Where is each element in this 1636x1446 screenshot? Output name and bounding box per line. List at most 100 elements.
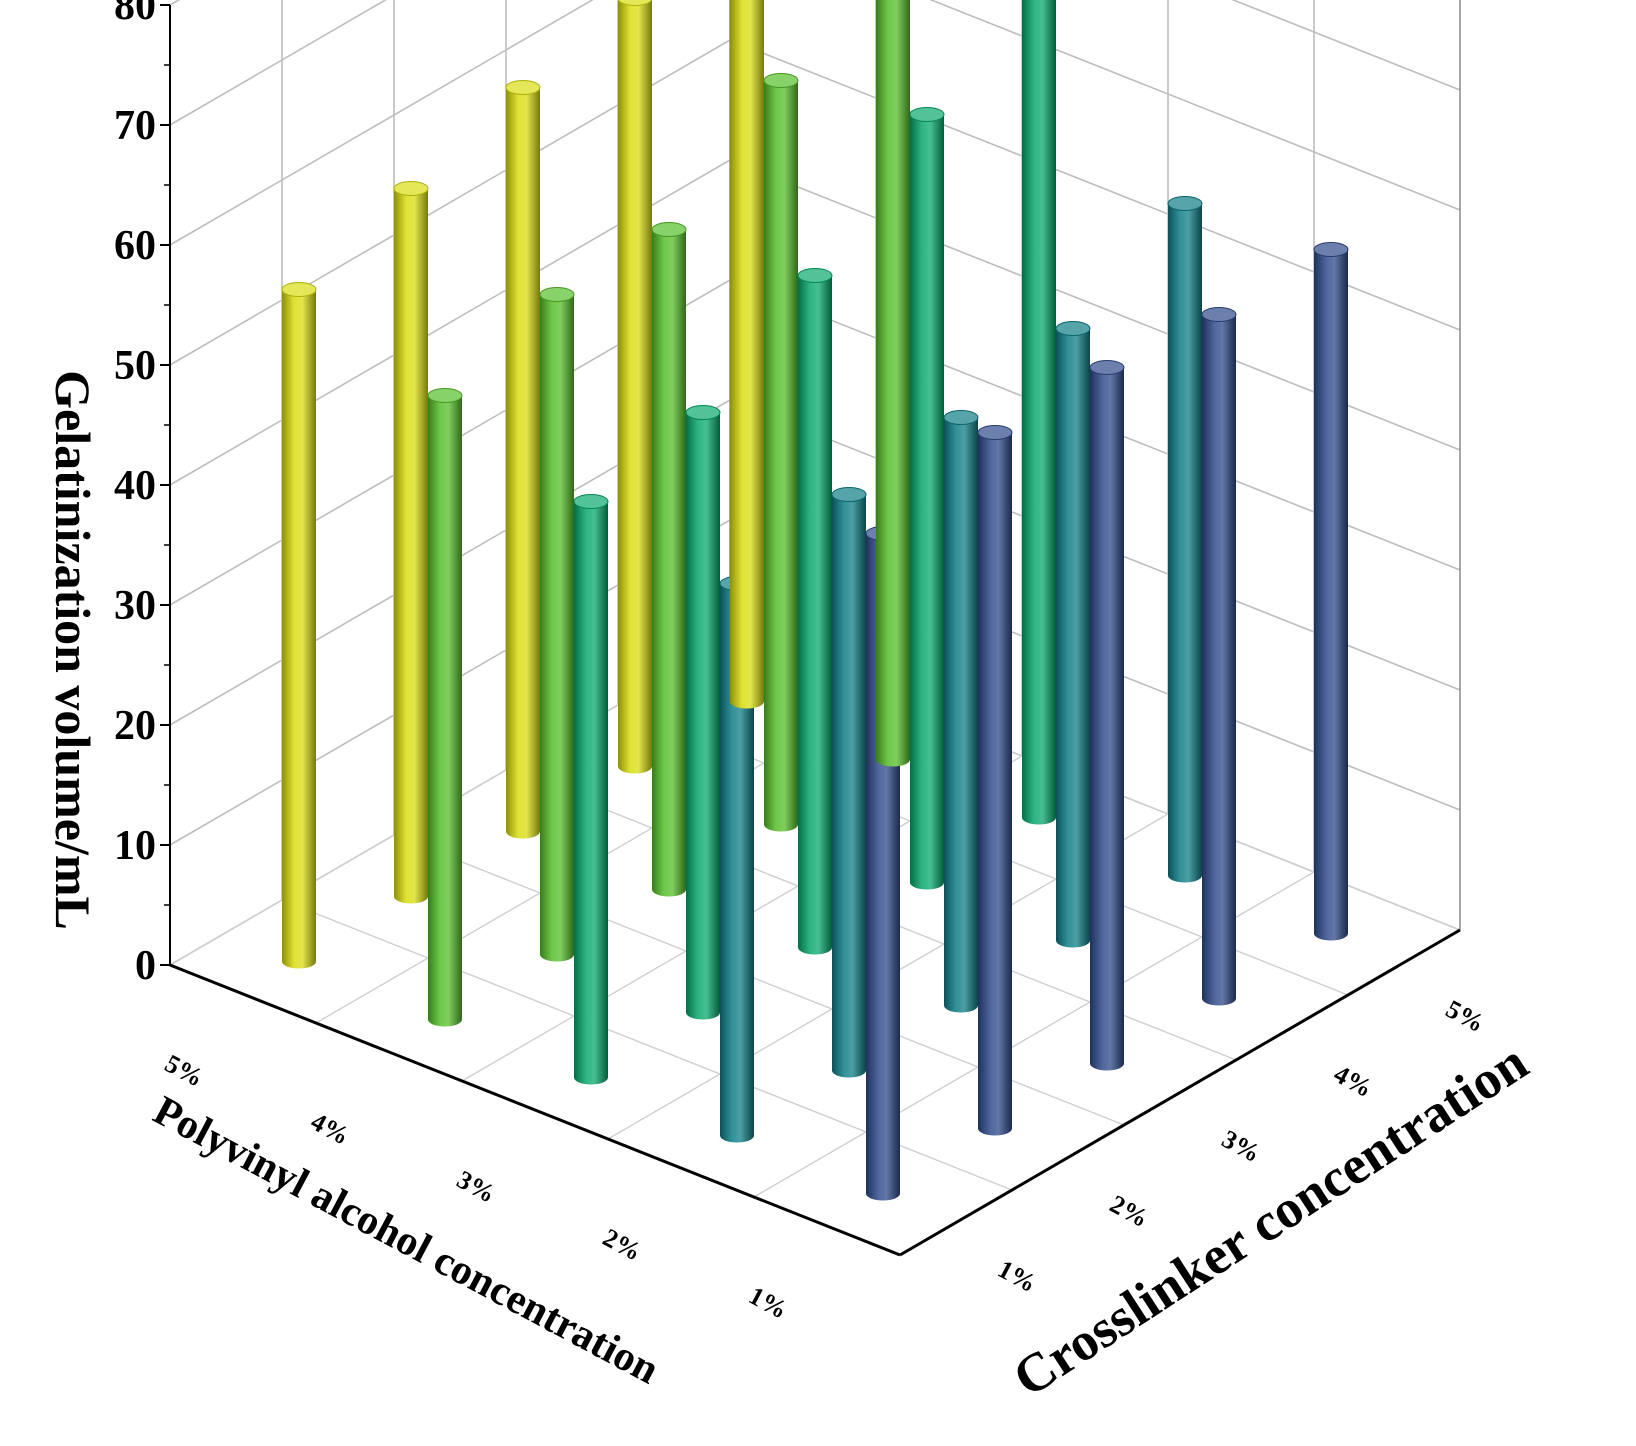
bar-body bbox=[394, 188, 428, 904]
grid-line bbox=[929, 0, 1461, 211]
bar-body bbox=[764, 80, 798, 832]
bar-top bbox=[763, 73, 799, 88]
x-category-label: 4% bbox=[306, 1107, 354, 1151]
bar bbox=[281, 282, 317, 969]
z-tick-label: 40 bbox=[114, 463, 156, 509]
z-axis-title: Gelatinization volume/mL bbox=[45, 370, 101, 930]
bar-body bbox=[618, 0, 652, 774]
bar-body bbox=[506, 87, 540, 839]
bar bbox=[831, 487, 867, 1078]
bar bbox=[730, 0, 764, 709]
bar-body bbox=[1168, 203, 1202, 883]
bar-body bbox=[428, 395, 462, 1027]
bar bbox=[685, 405, 721, 1020]
bar bbox=[1022, 0, 1056, 825]
bar-body bbox=[574, 501, 608, 1085]
bar-body bbox=[1056, 328, 1090, 948]
z-tick-label: 70 bbox=[114, 103, 156, 149]
grid-line bbox=[729, 39, 1461, 331]
bar-body bbox=[798, 275, 832, 955]
y-category-label: 5% bbox=[1441, 994, 1489, 1038]
bar-top bbox=[1313, 242, 1349, 257]
y-category-label: 1% bbox=[993, 1254, 1041, 1298]
bar bbox=[573, 494, 609, 1085]
grid-line bbox=[281, 899, 1013, 1191]
bar-top bbox=[831, 487, 867, 502]
bar bbox=[909, 107, 945, 890]
bar bbox=[1201, 307, 1237, 1006]
y-category-label: 4% bbox=[1329, 1059, 1377, 1103]
y-category-label: 2% bbox=[1105, 1189, 1153, 1233]
bar-top bbox=[797, 268, 833, 283]
z-tick-label: 50 bbox=[114, 343, 156, 389]
bar-body bbox=[282, 289, 316, 969]
axis-line bbox=[169, 963, 901, 1257]
bar-top bbox=[573, 494, 609, 509]
bar-body bbox=[1202, 314, 1236, 1006]
bar-top bbox=[539, 287, 575, 302]
bar-top bbox=[1201, 307, 1237, 322]
bar-body bbox=[540, 294, 574, 962]
bar bbox=[427, 388, 463, 1027]
z-tick-label: 80 bbox=[114, 0, 156, 29]
bar bbox=[1167, 196, 1203, 883]
bar bbox=[1313, 242, 1349, 941]
y-axis-title: Crosslinker concentration bbox=[1002, 1031, 1537, 1408]
x-axis-title: Polyvinyl alcohol concentration bbox=[146, 1088, 666, 1394]
bar-layer bbox=[281, 0, 1349, 1201]
bar-body bbox=[1090, 367, 1124, 1071]
bar bbox=[876, 0, 910, 767]
bar bbox=[1089, 360, 1125, 1071]
bar-body bbox=[720, 583, 754, 1143]
axis-line bbox=[899, 928, 1461, 1257]
bar-body bbox=[652, 229, 686, 897]
bar bbox=[797, 268, 833, 955]
bar bbox=[943, 410, 979, 1013]
bar-top bbox=[281, 282, 317, 297]
bar-body bbox=[910, 114, 944, 890]
grid-line bbox=[393, 834, 1125, 1126]
bar-top bbox=[393, 181, 429, 196]
bar-top bbox=[1089, 360, 1125, 375]
bar bbox=[505, 80, 541, 839]
bar-body bbox=[876, 0, 910, 767]
bar-top bbox=[1167, 196, 1203, 211]
bar-body bbox=[832, 494, 866, 1078]
bar bbox=[763, 73, 799, 832]
z-tick-label: 20 bbox=[114, 703, 156, 749]
z-tick-label: 0 bbox=[135, 943, 156, 989]
bar-top bbox=[977, 425, 1013, 440]
bar-body bbox=[686, 412, 720, 1020]
bar-body bbox=[944, 417, 978, 1013]
x-category-label: 2% bbox=[598, 1223, 646, 1267]
bar-top bbox=[909, 107, 945, 122]
bar bbox=[393, 181, 429, 904]
bar-top bbox=[427, 388, 463, 403]
grid-line bbox=[169, 0, 387, 126]
bar-top bbox=[1055, 321, 1091, 336]
bar-top bbox=[943, 410, 979, 425]
x-category-label: 5% bbox=[160, 1049, 208, 1093]
bar-top bbox=[651, 222, 687, 237]
bar-top bbox=[617, 0, 653, 6]
x-category-label: 1% bbox=[744, 1281, 792, 1325]
bar-body bbox=[978, 432, 1012, 1136]
bar-body bbox=[1314, 249, 1348, 941]
bar bbox=[1055, 321, 1091, 948]
x-category-label: 3% bbox=[452, 1165, 500, 1209]
z-tick-label: 60 bbox=[114, 223, 156, 269]
z-tick-label: 10 bbox=[114, 823, 156, 869]
z-tick-label: 30 bbox=[114, 583, 156, 629]
y-category-label: 3% bbox=[1217, 1124, 1265, 1168]
bar bbox=[977, 425, 1013, 1136]
bar bbox=[651, 222, 687, 897]
grid-line bbox=[1231, 0, 1461, 91]
grid-line bbox=[169, 0, 594, 246]
bar-body bbox=[730, 0, 764, 709]
bar bbox=[539, 287, 575, 962]
bar-body bbox=[1022, 0, 1056, 825]
bar-top bbox=[685, 405, 721, 420]
bar-top bbox=[505, 80, 541, 95]
bar bbox=[617, 0, 653, 774]
